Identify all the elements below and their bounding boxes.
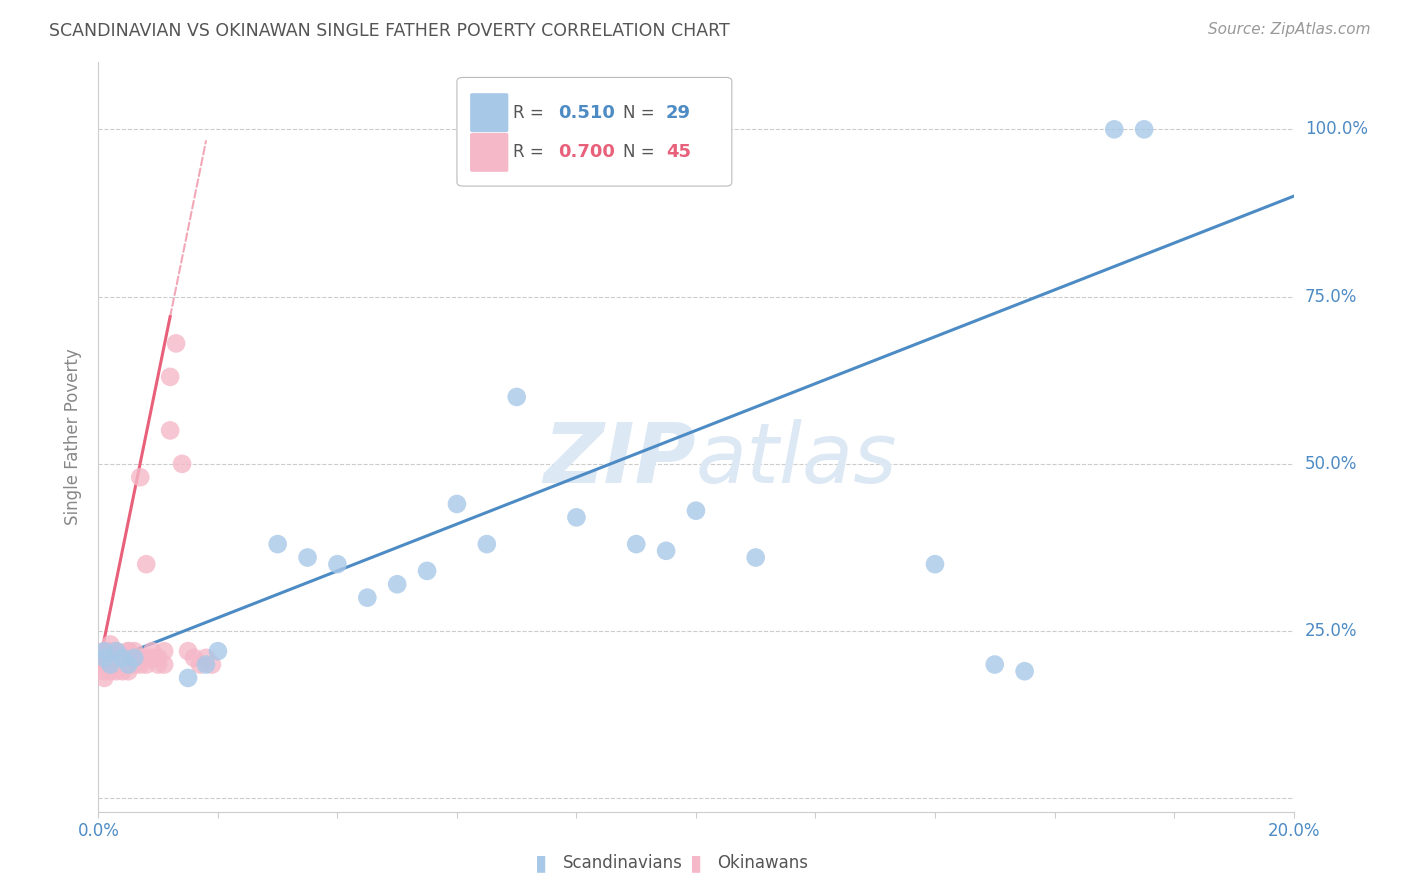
Point: [267, 537, 290, 551]
Point: [195, 657, 218, 672]
Point: [111, 651, 134, 665]
Text: Okinawans: Okinawans: [717, 855, 808, 872]
Point: [135, 651, 157, 665]
Point: [183, 651, 205, 665]
Text: SCANDINAVIAN VS OKINAWAN SINGLE FATHER POVERTY CORRELATION CHART: SCANDINAVIAN VS OKINAWAN SINGLE FATHER P…: [49, 22, 730, 40]
Point: [117, 657, 139, 672]
Text: ▮: ▮: [690, 854, 702, 873]
Point: [745, 550, 768, 565]
Point: [98, 637, 122, 651]
Text: Scandinavians: Scandinavians: [562, 855, 682, 872]
Point: [93, 644, 115, 658]
FancyBboxPatch shape: [470, 93, 509, 132]
Point: [165, 336, 187, 351]
Point: [93, 664, 115, 679]
Point: [111, 657, 134, 672]
Point: [105, 651, 128, 665]
Point: [148, 651, 170, 665]
Point: [93, 671, 115, 685]
Point: [111, 664, 134, 679]
Point: [326, 557, 349, 572]
Point: [129, 657, 152, 672]
Point: [105, 657, 128, 672]
Point: [385, 577, 409, 591]
Point: [475, 537, 498, 551]
Point: [129, 651, 152, 665]
Point: [98, 644, 122, 658]
Text: 50.0%: 50.0%: [1305, 455, 1357, 473]
Point: [148, 657, 170, 672]
Text: N =: N =: [623, 144, 655, 161]
Text: 25.0%: 25.0%: [1305, 622, 1357, 640]
Point: [111, 651, 134, 665]
Point: [655, 544, 678, 558]
Point: [124, 651, 146, 665]
Point: [93, 657, 115, 672]
Point: [506, 390, 529, 404]
Point: [565, 510, 588, 524]
Point: [105, 644, 128, 658]
Point: [1133, 122, 1156, 136]
Point: [124, 651, 146, 665]
Point: [195, 651, 218, 665]
FancyBboxPatch shape: [470, 133, 509, 172]
Text: atlas: atlas: [696, 419, 897, 500]
Text: 75.0%: 75.0%: [1305, 287, 1357, 306]
Text: 0.510: 0.510: [558, 103, 616, 121]
Text: R =: R =: [513, 144, 544, 161]
Point: [153, 657, 176, 672]
Text: 0.700: 0.700: [558, 144, 616, 161]
Point: [105, 664, 128, 679]
Point: [984, 657, 1007, 672]
Point: [141, 644, 163, 658]
Point: [117, 664, 139, 679]
Point: [1104, 122, 1126, 136]
Point: [1014, 664, 1036, 679]
Point: [135, 557, 157, 572]
Point: [117, 657, 139, 672]
Point: [98, 651, 122, 665]
Point: [356, 591, 378, 605]
Text: R =: R =: [513, 103, 544, 121]
Text: 29: 29: [666, 103, 692, 121]
Point: [177, 644, 200, 658]
Y-axis label: Single Father Poverty: Single Father Poverty: [65, 349, 83, 525]
Point: [153, 644, 176, 658]
Point: [105, 644, 128, 658]
Point: [188, 657, 211, 672]
Text: ZIP: ZIP: [543, 419, 696, 500]
Point: [416, 564, 439, 578]
Point: [124, 644, 146, 658]
FancyBboxPatch shape: [457, 78, 733, 186]
Point: [98, 657, 122, 672]
Point: [93, 651, 115, 665]
Point: [201, 657, 224, 672]
Point: [207, 644, 229, 658]
Point: [93, 651, 115, 665]
Point: [141, 651, 163, 665]
Point: [685, 503, 707, 517]
Text: 45: 45: [666, 144, 692, 161]
Point: [98, 664, 122, 679]
Text: ▮: ▮: [536, 854, 547, 873]
Point: [117, 644, 139, 658]
Point: [159, 424, 181, 438]
Text: Source: ZipAtlas.com: Source: ZipAtlas.com: [1208, 22, 1371, 37]
Point: [129, 470, 152, 484]
Point: [135, 657, 157, 672]
Point: [93, 644, 115, 658]
Point: [626, 537, 648, 551]
Point: [172, 457, 194, 471]
Text: N =: N =: [623, 103, 655, 121]
Point: [124, 657, 146, 672]
Point: [177, 671, 200, 685]
Point: [446, 497, 468, 511]
Point: [297, 550, 319, 565]
Point: [98, 657, 122, 672]
Text: 100.0%: 100.0%: [1305, 120, 1368, 138]
Point: [159, 369, 181, 384]
Point: [117, 644, 139, 658]
Point: [924, 557, 946, 572]
